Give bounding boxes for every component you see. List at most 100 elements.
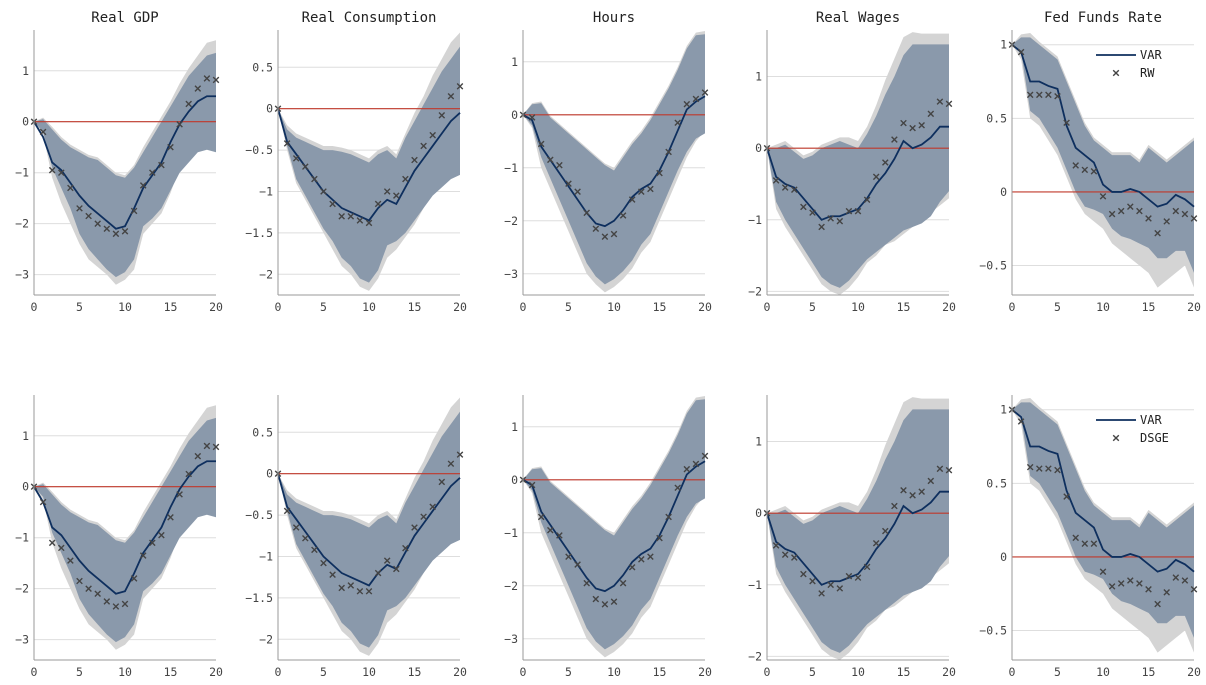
panel-1-3-marker	[945, 466, 953, 474]
panel-0-2-xtick-label: 10	[607, 300, 621, 314]
panel-0-4-xtick-label: 10	[1096, 300, 1110, 314]
panel-0-3-ytick-label: 0	[755, 141, 762, 155]
legend-var-label: VAR	[1140, 48, 1162, 62]
panel-0-3-xtick-label: 20	[942, 300, 956, 314]
panel-1-0-var-line	[33, 460, 216, 595]
panel-1-3-marker	[845, 572, 853, 580]
panel-0-2-ytick-label: 1	[511, 55, 518, 69]
panel-0-2-marker	[574, 188, 581, 195]
legend-marker-swatch	[1112, 434, 1120, 442]
panel-0-0-inner-band	[34, 52, 216, 278]
panel-0-0-marker	[121, 228, 129, 235]
panel-0-1-marker	[329, 200, 336, 208]
panel-0-4-ytick-label: 0.5	[986, 111, 1007, 125]
panel-1-1-marker	[402, 544, 409, 552]
panel-1-2-xtick-label: 15	[653, 665, 667, 679]
panel-1-1-marker	[338, 584, 345, 592]
panel-1-1-inner-band	[278, 411, 460, 648]
panel-0-4-marker	[1145, 215, 1152, 222]
panel-0-0-marker	[212, 76, 220, 84]
panel-1-3-ytick-label: 0	[755, 506, 762, 520]
panel-0-1-xtick-label: 20	[453, 300, 467, 314]
panel-0-3-marker	[809, 209, 816, 216]
panel-0-4-marker	[1136, 207, 1143, 215]
panel-0-2-marker	[701, 89, 709, 96]
panel-1-4-marker	[1081, 540, 1089, 547]
panel-0-4-marker	[1117, 207, 1125, 215]
panel-0-2-marker	[610, 230, 618, 238]
panel-0-3-marker	[891, 136, 898, 143]
panel-1-2-marker	[656, 534, 663, 542]
panel-0-0-marker	[85, 212, 92, 220]
panel-0-4-marker	[1154, 229, 1161, 237]
panel-1-2-marker	[628, 563, 636, 571]
panel-0-0-xtick-label: 0	[31, 300, 38, 314]
panel-1-1-ytick-label: −0.5	[245, 508, 273, 522]
panel-1-4-xtick-label: 15	[1142, 665, 1156, 679]
panel-0-1-marker	[447, 92, 455, 100]
panel-1-0-marker	[76, 577, 83, 585]
panel-0-0-marker	[149, 169, 156, 176]
panel-1-2-ytick-label: −2	[504, 579, 518, 593]
panel-1-1-marker	[429, 503, 436, 511]
panel-0-4-legend: VAR RW	[1096, 48, 1162, 80]
legend-var-label: VAR	[1140, 413, 1162, 427]
panel-0-0-title: Real GDP	[91, 10, 158, 26]
panel-0-4-marker	[1090, 168, 1098, 175]
panel-0-1-marker	[411, 156, 418, 164]
panel-1-0-marker	[58, 544, 65, 552]
panel-1-3-marker	[891, 502, 898, 510]
panel-0-2-ytick-label: 0	[511, 108, 518, 122]
panel-1-3-marker	[872, 539, 880, 547]
panel-0-1-xtick-label: 10	[362, 300, 376, 314]
panel-0-4-marker	[1026, 91, 1034, 99]
panel-0-1: −2 −1.5 −1 −0.5 0 0.5 0 5 10 15 20 Real Consumption	[245, 10, 467, 314]
panel-0-3-marker	[936, 98, 944, 105]
panel-1-1-marker	[329, 571, 336, 578]
panel-0-3-marker	[800, 203, 807, 211]
panel-0-2-marker	[547, 156, 554, 164]
panel-0-3-xtick-label: 15	[897, 300, 911, 314]
panel-1-2-ytick-label: −3	[504, 632, 518, 646]
panel-0-4-marker	[1099, 193, 1107, 200]
panel-0-4-marker	[1045, 91, 1052, 99]
panel-0-4-marker	[1172, 207, 1180, 215]
panel-1-3-marker	[800, 570, 807, 578]
panel-1-0-xtick-label: 15	[164, 665, 178, 679]
panel-0-1-marker	[420, 142, 427, 150]
panel-0-1-inner-band	[278, 46, 460, 283]
panel-1-3-marker	[836, 585, 844, 592]
panel-1-3-marker	[791, 554, 798, 561]
panel-1-4-ytick-label: −0.5	[979, 624, 1007, 638]
panel-0-2-marker	[638, 188, 645, 195]
panel-1-1-xtick-label: 10	[362, 665, 376, 679]
panel-0-4-marker	[1054, 92, 1061, 100]
panel-1-4-marker	[1090, 540, 1098, 547]
panel-0-0-marker	[48, 166, 56, 174]
panel-0-0-marker	[94, 220, 101, 227]
panel-0-2-marker	[556, 161, 563, 169]
panel-0-4-ytick-label: 0	[1000, 185, 1007, 199]
panel-1-3-ytick-label: 1	[755, 435, 762, 449]
panel-1-0-inner-band	[34, 417, 216, 643]
panel-1-0-ytick-label: 0	[22, 480, 29, 494]
panel-0-0-ytick-label: −2	[15, 217, 29, 231]
panel-1-0-xtick-label: 20	[209, 665, 223, 679]
panel-0-4-marker	[1181, 210, 1189, 218]
panel-1-3-xtick-label: 5	[809, 665, 816, 679]
panel-1-3-marker	[781, 551, 789, 559]
panel-0-0-xtick-label: 5	[76, 300, 83, 314]
panel-0-1-ytick-label: 0.5	[252, 60, 273, 74]
panel-0-3-marker	[927, 110, 935, 118]
panel-1-0-marker	[112, 603, 120, 610]
panel-1-2-outer-band	[523, 396, 705, 658]
panel-1-2-marker	[528, 481, 536, 489]
panel-0-0-marker	[76, 205, 83, 212]
panel-1-4-marker	[1063, 493, 1070, 500]
panel-0-2-marker	[647, 185, 654, 193]
panel-1-4-marker	[1036, 465, 1043, 472]
panel-1-3-marker	[827, 581, 834, 589]
panel-0-1-title: Real Consumption	[302, 10, 437, 26]
